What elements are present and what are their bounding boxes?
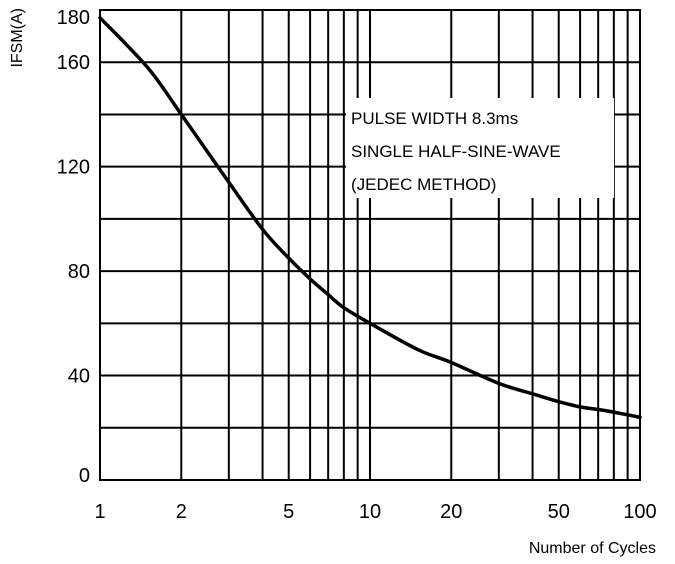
x-axis-label: Number of Cycles xyxy=(529,540,656,557)
y-tick-label: 160 xyxy=(57,52,90,74)
x-tick-label: 2 xyxy=(176,501,187,523)
x-tick-label: 100 xyxy=(623,501,656,523)
x-tick-label: 20 xyxy=(440,501,462,523)
y-tick-label: 0 xyxy=(79,465,90,487)
series-group xyxy=(98,16,642,420)
x-tick-label: 50 xyxy=(548,501,570,523)
y-tick-label: 120 xyxy=(57,157,90,179)
annotation-line-method: (JEDEC METHOD) xyxy=(351,175,496,194)
annotation-box: PULSE WIDTH 8.3ms SINGLE HALF-SINE-WAVE … xyxy=(346,98,614,198)
annotation-line-waveform: SINGLE HALF-SINE-WAVE xyxy=(351,142,561,161)
y-axis-label: IFSM(A) xyxy=(9,8,26,68)
x-tick-label: 5 xyxy=(283,501,294,523)
x-tick-label: 10 xyxy=(359,501,381,523)
plot-frame xyxy=(99,9,641,481)
x-tick-label: 1 xyxy=(94,501,105,523)
annotation-line-pulse-width: PULSE WIDTH 8.3ms xyxy=(351,109,518,128)
annotation-background xyxy=(346,98,614,198)
y-tick-labels: 0 40 80 120 160 180 xyxy=(57,7,90,487)
x-tick-labels: 1 2 5 10 20 50 100 xyxy=(94,501,656,523)
y-tick-label: 40 xyxy=(68,366,90,388)
y-tick-label: 180 xyxy=(57,7,90,29)
y-tick-label: 80 xyxy=(68,261,90,283)
plot-border xyxy=(99,9,641,481)
ifsm-curve xyxy=(98,16,642,420)
grid-lines xyxy=(99,9,641,481)
